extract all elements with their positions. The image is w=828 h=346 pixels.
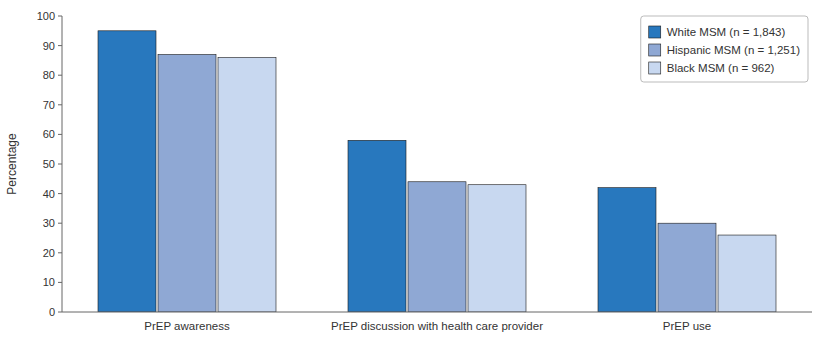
y-tick xyxy=(58,16,62,17)
bar xyxy=(218,57,276,312)
y-tick-label: 50 xyxy=(43,158,55,170)
y-tick xyxy=(58,223,62,224)
legend-label: Hispanic MSM (n = 1,251) xyxy=(667,44,800,56)
x-axis: PrEP awareness PrEP discussion with healt… xyxy=(62,312,812,332)
legend-label: Black MSM (n = 962) xyxy=(667,62,775,74)
legend-swatch xyxy=(649,26,661,38)
bar xyxy=(158,54,216,312)
y-axis-label: Percentage xyxy=(5,133,19,195)
legend-label: White MSM (n = 1,843) xyxy=(667,26,786,38)
y-tick-label: 0 xyxy=(49,306,55,318)
y-tick-label: 40 xyxy=(43,188,55,200)
y-tick-label: 70 xyxy=(43,99,55,111)
x-tick-label: PrEP discussion with health care provide… xyxy=(331,320,543,332)
bar xyxy=(98,31,156,312)
x-tick-label: PrEP use xyxy=(663,320,711,332)
y-tick xyxy=(58,134,62,135)
y-tick-label: 60 xyxy=(43,128,55,140)
bar xyxy=(348,140,406,312)
y-tick-label: 10 xyxy=(43,276,55,288)
y-tick xyxy=(58,282,62,283)
bar xyxy=(468,185,526,312)
y-tick xyxy=(58,164,62,165)
legend: White MSM (n = 1,843) Hispanic MSM (n = 1… xyxy=(641,16,808,82)
y-tick xyxy=(58,75,62,76)
bar xyxy=(658,223,716,312)
y-tick xyxy=(58,312,62,313)
y-axis: 0 10 20 30 40 50 60 70 80 90 100 xyxy=(37,10,62,318)
bar xyxy=(598,188,656,312)
bar xyxy=(718,235,776,312)
y-tick-label: 80 xyxy=(43,69,55,81)
y-tick xyxy=(58,104,62,105)
legend-swatch xyxy=(649,62,661,74)
x-axis-line xyxy=(62,312,812,313)
x-tick-label: PrEP awareness xyxy=(144,320,230,332)
y-tick xyxy=(58,45,62,46)
y-tick-label: 30 xyxy=(43,217,55,229)
y-tick xyxy=(58,193,62,194)
y-tick xyxy=(58,252,62,253)
y-tick-label: 100 xyxy=(37,10,55,22)
chart: 0 10 20 30 40 50 60 70 80 90 100 Percentage PrEP awa… xyxy=(0,0,828,346)
legend-swatch xyxy=(649,44,661,56)
bar xyxy=(408,182,466,312)
y-tick-label: 90 xyxy=(43,40,55,52)
y-tick-label: 20 xyxy=(43,247,55,259)
bars xyxy=(98,31,776,312)
legend-box xyxy=(641,16,808,82)
